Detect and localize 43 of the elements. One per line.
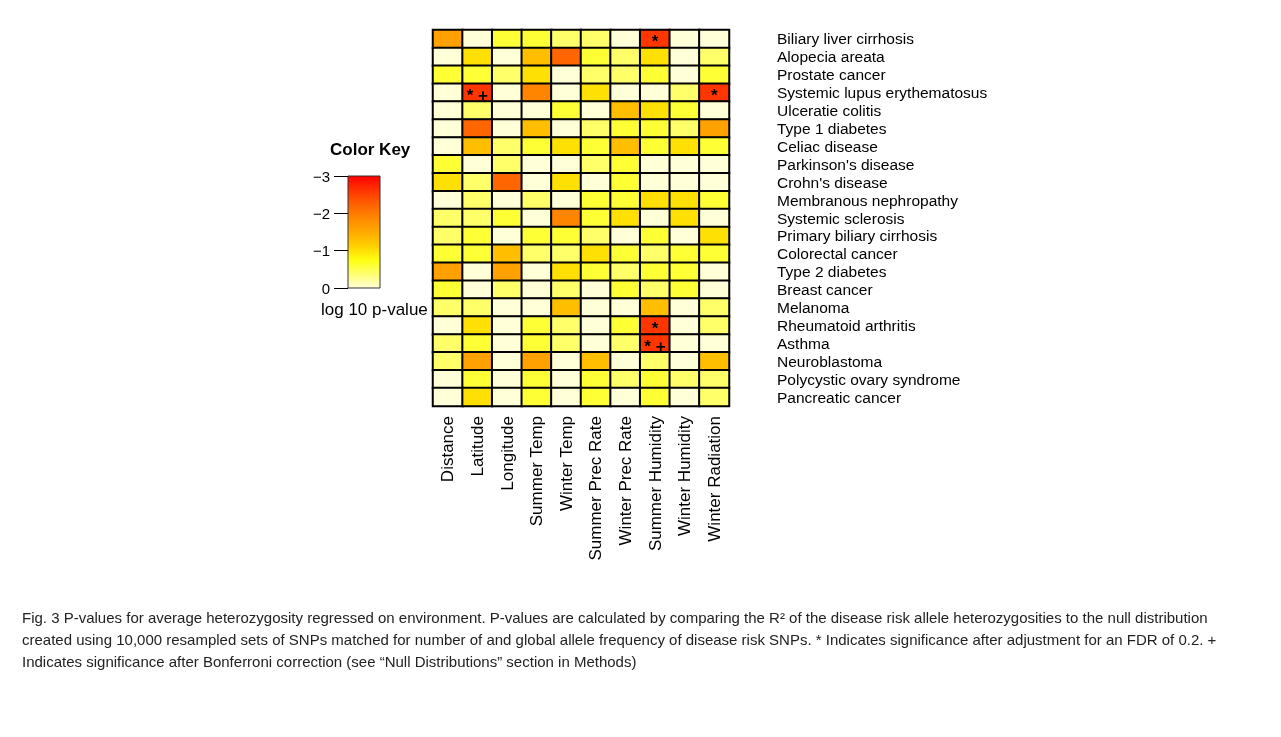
x-tick-label: Summer Prec Rate (586, 416, 606, 561)
y-tick-label: Primary biliary cirrhosis (777, 227, 938, 245)
data-label: * (651, 32, 659, 52)
text: Color Key (330, 140, 411, 159)
y-tick-label: Systemic sclerosis (777, 209, 905, 227)
y-tick-label: Melanoma (777, 299, 850, 317)
y-tick-label: Alopecia areata (777, 48, 886, 66)
y-tick-label: Breast cancer (777, 281, 873, 299)
y-tick-label: Type 1 diabetes (777, 119, 887, 137)
color-bar-label: −1 (312, 242, 330, 260)
y-tick-label: Colorectal cancer (777, 245, 898, 263)
x-tick-label: Summer Temp (527, 416, 547, 527)
color-bar-label: −3 (312, 167, 330, 185)
y-tick-label: Membranous nephropathy (777, 191, 959, 209)
data-label: * + (644, 336, 666, 356)
y-tick-label: Crohn's disease (777, 173, 888, 191)
x-tick-label: Winter Humidity (675, 415, 695, 536)
data-label: * (651, 318, 659, 338)
y-tick-label: Prostate cancer (777, 66, 886, 84)
x-tick-label: Summer Humidity (645, 415, 665, 552)
y-tick-label: Ulceratie colitis (777, 102, 882, 120)
y-tick-label: Neuroblastoma (777, 352, 883, 370)
x-tick-label: Winter Radiation (704, 416, 724, 542)
x-tick-label: Winter Temp (556, 416, 576, 512)
x-tick-label: Latitude (467, 416, 487, 477)
color-bar-label: −2 (312, 204, 330, 222)
y-tick-label: Pancreatic cancer (777, 388, 902, 406)
data-label: * (710, 86, 718, 106)
y-tick-label: Systemic lupus erythematosus (777, 84, 988, 102)
y-tick-label: Rheumatoid arthritis (777, 316, 916, 334)
data-label: * + (466, 86, 489, 106)
caption: Fig. 3 P-values for average heterozygosity regressed on environment. P-values are calculated by comparing the R² of the disease risk allele heterozygosities to the null distribution created using 10,000 resampled sets of SNPs matched for number of and global allele frequency of disease risk SNPs. * Indicates significance after adjustment for an FDR of 0.2. + Indicates significance after Bonferroni correction (see “Null Distributions” section in Methods) (21, 608, 1218, 672)
color-bar-label: 0 (321, 279, 330, 297)
y-tick-label: Polycystic ovary syndrome (777, 370, 961, 388)
y-tick-label: Celiac disease (777, 137, 878, 155)
color-bar-title: log 10 p-value (321, 300, 428, 319)
x-tick-label: Winter Prec Rate (615, 416, 635, 546)
y-tick-label: Type 2 diabetes (777, 263, 887, 281)
x-tick-label: Longitude (497, 416, 517, 491)
x-tick-label: Distance (438, 416, 458, 483)
y-tick-label: Biliary liver cirrhosis (777, 30, 915, 48)
y-tick-label: Asthma (777, 334, 830, 352)
y-tick-label: Parkinson's disease (777, 155, 915, 173)
